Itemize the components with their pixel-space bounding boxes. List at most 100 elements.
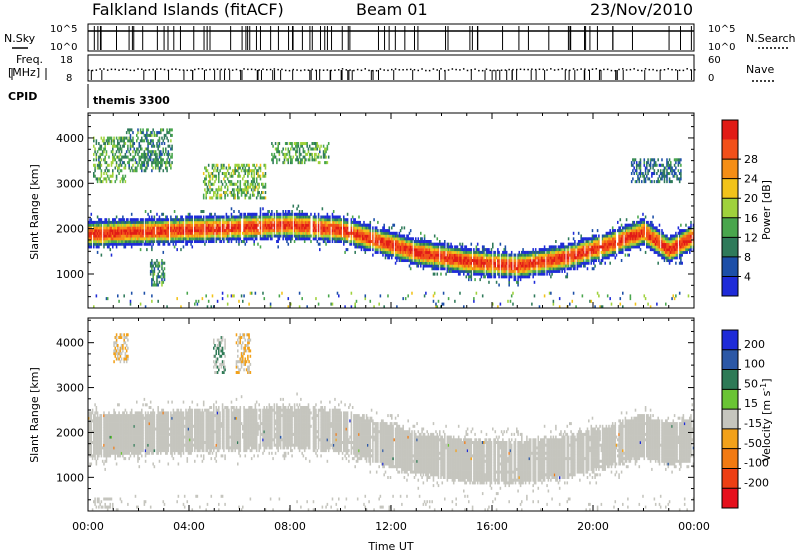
power-cell: [134, 223, 137, 227]
power-cell: [133, 240, 136, 244]
power-cell: [418, 240, 421, 244]
power-cell: [94, 220, 96, 224]
power-cell: [332, 231, 335, 235]
power-cell: [108, 231, 110, 235]
power-cell: [332, 229, 335, 233]
power-cell: [161, 152, 163, 156]
power-cell: [420, 259, 422, 263]
power-cell: [325, 215, 327, 219]
freq-point: [201, 68, 204, 70]
power-cell: [200, 215, 202, 219]
power-cell: [157, 264, 159, 268]
power-cell: [191, 237, 194, 241]
power-cell: [404, 253, 407, 257]
power-cell: [514, 272, 517, 276]
power-cell: [197, 237, 200, 241]
power-cell: [459, 291, 461, 295]
freq-point: [633, 68, 635, 70]
power-cell: [130, 234, 133, 238]
power-cell: [201, 297, 204, 301]
power-cell: [505, 267, 508, 271]
freq-point: [122, 68, 124, 71]
power-cell: [104, 161, 106, 165]
power-cell: [160, 237, 162, 241]
power-cell: [336, 229, 339, 233]
power-cell: [359, 220, 361, 224]
power-cell: [380, 245, 383, 249]
power-cell: [317, 161, 320, 165]
power-cell: [447, 297, 450, 301]
power-cell: [117, 231, 119, 235]
freq-point: [141, 68, 143, 71]
power-cell: [435, 245, 437, 249]
power-cell: [226, 218, 229, 222]
power-cell: [194, 240, 196, 244]
power-cell: [450, 242, 452, 246]
power-cell: [110, 234, 113, 238]
power-cell: [278, 212, 281, 216]
power-cell: [195, 299, 197, 303]
power-cell: [209, 215, 211, 219]
power-cell: [162, 242, 165, 246]
power-cell: [106, 229, 109, 233]
power-cell: [248, 302, 250, 306]
power-cell: [561, 269, 563, 273]
cpid-label: CPID: [8, 90, 37, 103]
power-cell: [209, 223, 211, 227]
power-cell: [173, 234, 176, 238]
power-cell: [175, 229, 177, 233]
power-cell: [262, 223, 264, 227]
power-cell: [161, 237, 163, 241]
power-cell: [360, 226, 363, 230]
power-cell: [330, 223, 332, 227]
freq-point: [228, 68, 230, 71]
power-cell: [391, 250, 393, 254]
power-cell: [353, 237, 355, 241]
power-cell: [382, 240, 384, 244]
power-cell: [306, 229, 308, 233]
power-cell: [327, 240, 330, 244]
power-cell: [195, 220, 197, 224]
power-cell: [409, 250, 412, 254]
power-cell: [391, 240, 393, 244]
power-cell: [259, 215, 262, 219]
power-cell: [122, 180, 124, 184]
power-cell: [343, 223, 345, 227]
power-cell: [113, 223, 115, 227]
power-cell: [103, 142, 105, 146]
power-cell: [316, 142, 319, 146]
power-cell: [213, 182, 215, 186]
power-cell: [298, 229, 301, 233]
power-cell: [394, 231, 397, 235]
power-cell: [234, 220, 236, 224]
power-cell: [104, 229, 106, 233]
power-cell: [312, 237, 315, 241]
power-cell: [223, 237, 225, 241]
power-cell: [162, 169, 165, 173]
power-cell: [114, 152, 117, 156]
power-cell: [132, 163, 134, 167]
power-cell: [268, 234, 271, 238]
power-cell: [267, 212, 269, 216]
power-cell: [136, 242, 138, 246]
power-cell: [103, 245, 105, 249]
power-cell: [166, 131, 168, 135]
power-cell: [431, 267, 433, 271]
power-cell: [112, 172, 114, 176]
power-cell: [196, 240, 199, 244]
power-cell: [249, 220, 252, 224]
power-cell: [457, 264, 460, 268]
power-cell: [518, 250, 521, 254]
power-cell: [436, 256, 439, 260]
power-cell: [292, 204, 295, 208]
nsearch-tick-top: 10^5: [708, 24, 735, 35]
power-cell: [529, 267, 532, 271]
power-cell: [325, 237, 327, 241]
power-cell: [508, 280, 510, 284]
power-cell: [339, 223, 341, 227]
power-cell: [327, 215, 330, 219]
power-cell: [103, 139, 105, 143]
power-cell: [447, 269, 450, 273]
power-cell: [210, 182, 213, 186]
power-cell: [99, 226, 101, 230]
